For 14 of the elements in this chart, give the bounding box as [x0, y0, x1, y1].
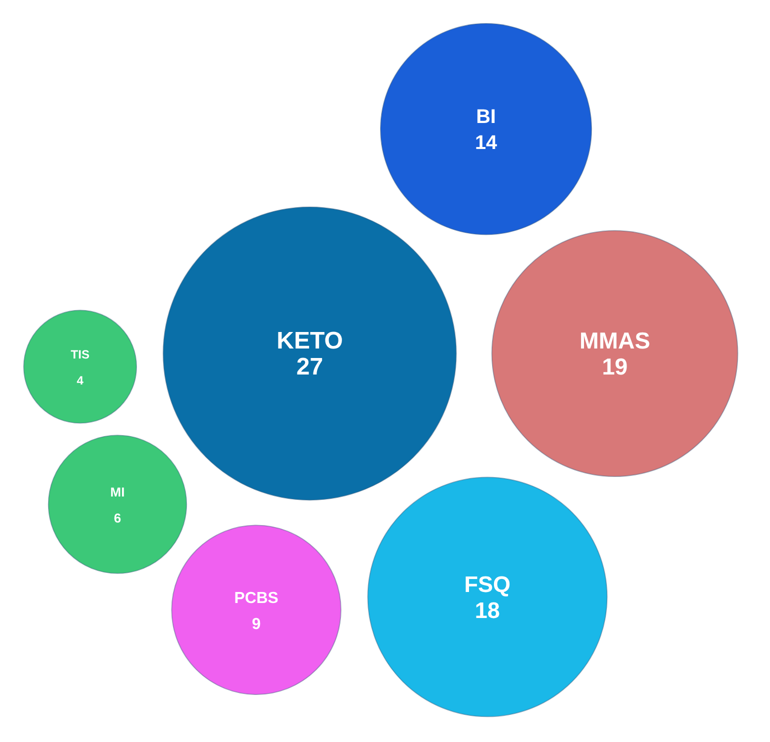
category-label: BI: [476, 106, 496, 128]
data-label: 9: [252, 616, 261, 633]
data-label: 27: [296, 354, 324, 381]
category-label: FSQ: [464, 572, 511, 597]
category-label: MMAS: [580, 328, 650, 354]
data-label: 4: [76, 374, 84, 388]
data-label: 14: [475, 132, 498, 154]
category-label: TIS: [70, 348, 90, 362]
category-label: PCBS: [234, 590, 278, 607]
data-label: 6: [114, 510, 122, 526]
data-label: 19: [602, 354, 628, 380]
category-label: MI: [110, 484, 125, 500]
data-label: 18: [474, 598, 500, 623]
category-label: KETO: [276, 328, 343, 355]
